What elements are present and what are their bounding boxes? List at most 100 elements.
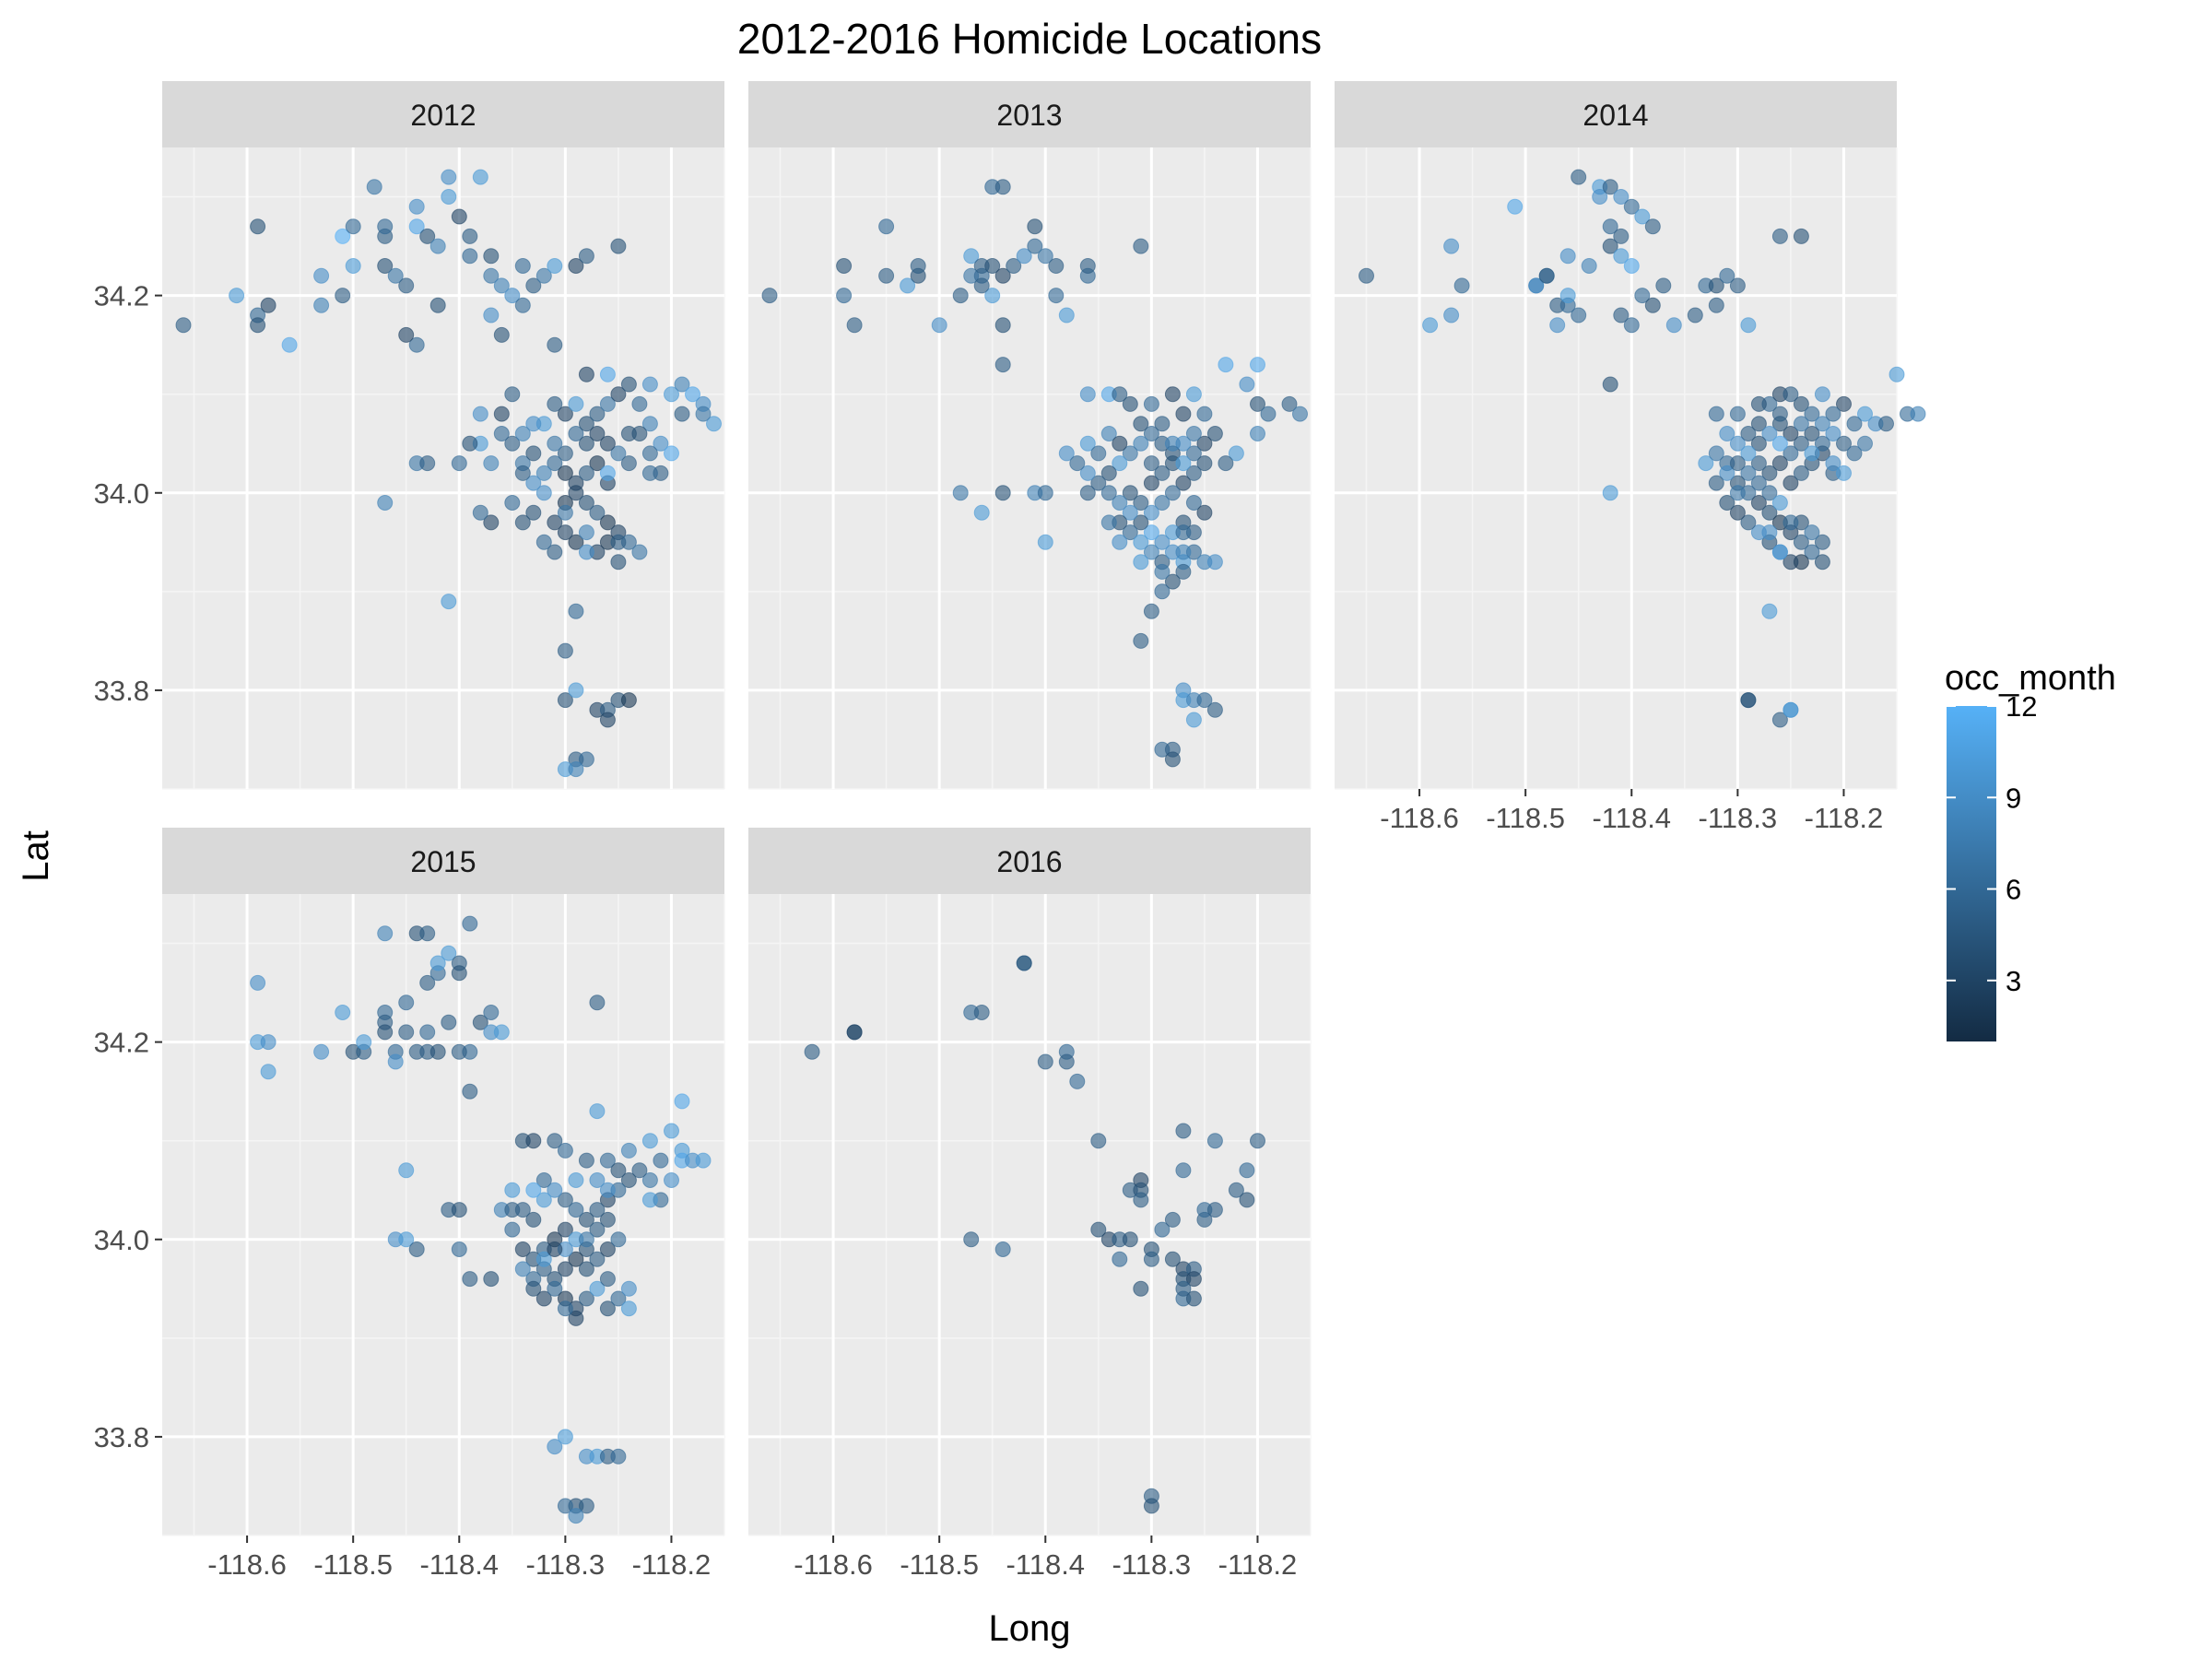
y-tick-label: 34.0 [94, 1224, 149, 1256]
data-point [398, 1162, 415, 1179]
data-point [1740, 426, 1757, 441]
data-point [514, 297, 531, 313]
data-point [1571, 169, 1587, 185]
data-point [535, 485, 552, 501]
data-point [994, 179, 1011, 195]
data-point [568, 603, 584, 619]
data-point [1443, 307, 1460, 324]
data-point [1750, 495, 1767, 511]
data-point [335, 228, 351, 244]
data-point [1878, 416, 1894, 432]
data-point [1644, 218, 1661, 235]
data-point [483, 455, 500, 472]
data-point [1453, 277, 1470, 294]
data-point [599, 1271, 616, 1288]
data-point [1549, 317, 1566, 334]
data-point [568, 534, 584, 550]
data-point [641, 1133, 658, 1149]
data-point [599, 514, 616, 531]
data-point [1058, 1053, 1075, 1070]
data-point [1143, 544, 1159, 560]
data-point [589, 1280, 606, 1297]
data-point [1079, 435, 1096, 452]
data-point [578, 248, 594, 265]
data-point [568, 1310, 584, 1326]
data-point [1016, 955, 1032, 971]
data-point [1185, 465, 1202, 481]
data-point [1122, 1231, 1138, 1248]
data-point [525, 1182, 542, 1198]
data-point [419, 974, 436, 991]
data-point [1538, 267, 1555, 284]
data-point [610, 445, 627, 462]
facet-strip-label: 2014 [1583, 99, 1648, 132]
data-point [641, 1192, 658, 1208]
facet-strip [162, 81, 724, 147]
data-point [1634, 288, 1651, 304]
data-point [1602, 179, 1618, 195]
data-point [1740, 445, 1757, 462]
data-point [1783, 475, 1799, 491]
data-point [578, 1211, 594, 1228]
data-point [1143, 455, 1159, 472]
data-point [836, 258, 853, 274]
data-point [1133, 514, 1149, 531]
data-point [260, 1064, 276, 1080]
facet-panel: 2014 -118.6 -118.5 -118.4 -118.3 -118.2 [1335, 81, 1926, 834]
data-point [335, 1005, 351, 1020]
data-point [952, 485, 969, 501]
y-tick-label: 33.8 [94, 1421, 149, 1453]
data-point [1740, 317, 1757, 334]
data-point [952, 288, 969, 304]
data-point [1122, 395, 1138, 412]
data-point [557, 445, 573, 462]
data-point [610, 238, 627, 254]
data-point [1761, 504, 1778, 521]
data-point [599, 395, 616, 412]
data-point [578, 1290, 594, 1307]
data-point [1846, 445, 1863, 462]
data-point [377, 925, 394, 942]
data-point [1037, 534, 1053, 550]
data-point [1154, 416, 1171, 432]
facet-strip-label: 2013 [996, 99, 1062, 132]
data-point [589, 455, 606, 472]
data-point [1122, 485, 1138, 501]
data-point [631, 1162, 648, 1179]
data-point [878, 218, 895, 235]
data-point [1079, 386, 1096, 403]
data-point [557, 1192, 573, 1208]
data-point [1239, 376, 1255, 393]
data-point [1729, 277, 1746, 294]
data-point [1090, 445, 1107, 462]
data-point [525, 475, 542, 491]
legend-ticks: 3 6 9 12 [1947, 690, 2037, 997]
data-point [1761, 465, 1778, 481]
data-point [557, 1261, 573, 1277]
data-point [366, 179, 382, 195]
data-point [514, 1261, 531, 1277]
data-point [664, 445, 679, 462]
data-point [1761, 603, 1778, 619]
data-point [1708, 297, 1724, 313]
data-point [493, 326, 510, 343]
facet-strip-label: 2012 [410, 99, 476, 132]
data-point [1602, 485, 1618, 501]
data-point [250, 974, 266, 991]
data-point [547, 514, 563, 531]
data-point [1644, 297, 1661, 313]
data-point [1143, 504, 1159, 521]
data-point [419, 455, 436, 472]
data-point [1729, 504, 1746, 521]
facet-strip [1335, 81, 1897, 147]
data-point [695, 1152, 712, 1169]
data-point [568, 475, 584, 491]
data-point [610, 386, 627, 403]
data-point [589, 994, 606, 1011]
data-point [1260, 406, 1277, 422]
data-point [547, 1241, 563, 1257]
data-point [568, 395, 584, 412]
data-point [610, 1231, 627, 1248]
data-point [610, 1162, 627, 1179]
data-point [250, 317, 266, 334]
